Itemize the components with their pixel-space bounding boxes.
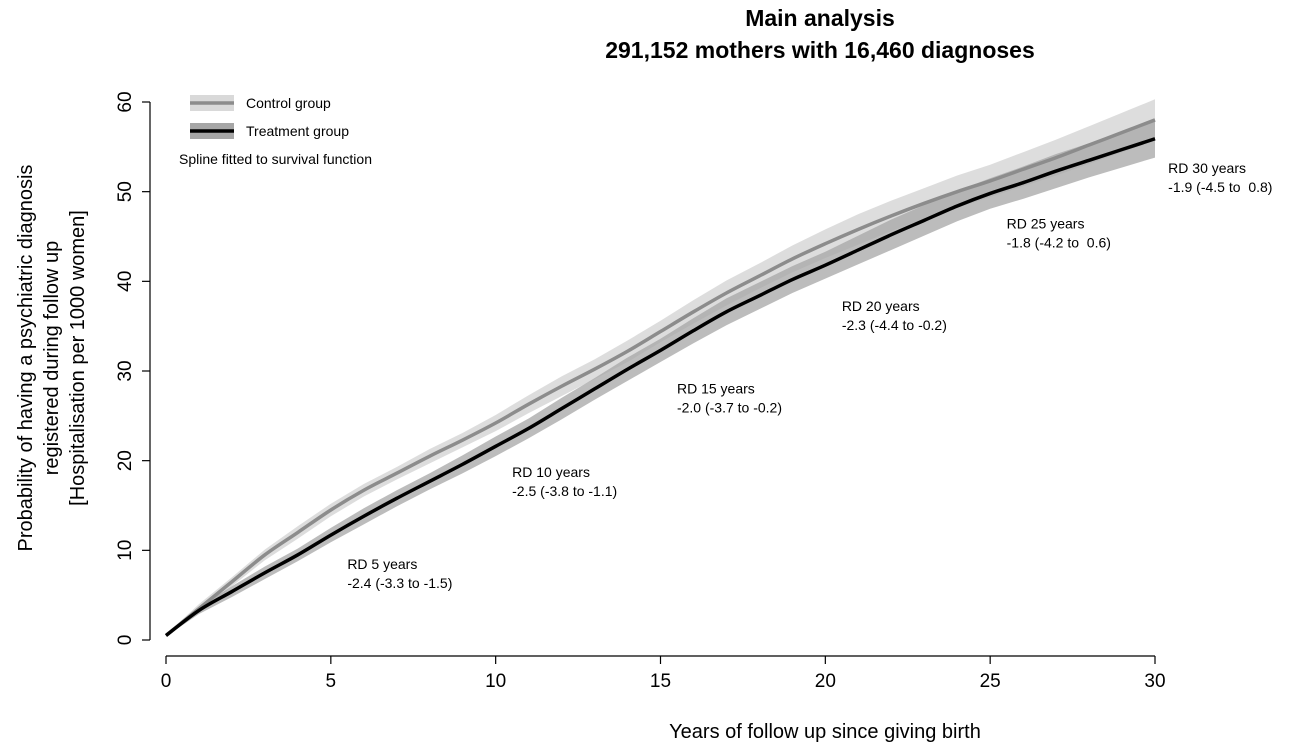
y-tick-label: 40 [115,271,136,292]
y-axis-label-line-3: [Hospitalisation per 1000 women] [67,210,89,506]
legend-label-treatment: Treatment group [246,123,349,139]
x-axis-label: Years of follow up since giving birth [669,721,981,743]
annotation-title: RD 25 years [1007,215,1085,231]
x-tick-label: 5 [326,671,337,692]
line-control [164,118,1156,637]
y-tick-label: 60 [115,91,136,112]
x-tick-label: 0 [161,671,172,692]
line-treatment [164,137,1156,637]
legend-label-control: Control group [246,95,331,111]
chart-title: Main analysis [745,5,895,31]
annotation-value: -2.5 (-3.8 to -1.1) [512,483,617,499]
y-tick-label: 10 [115,540,136,561]
y-axis-label-line-2: registered during follow up [41,241,63,476]
band-control [166,99,1155,637]
legend-note: Spline fitted to survival function [179,151,372,167]
annotation-value: -1.8 (-4.2 to 0.6) [1007,234,1111,250]
annotation-title: RD 30 years [1168,160,1246,176]
y-tick-label: 20 [115,450,136,471]
annotation-value: -2.4 (-3.3 to -1.5) [347,575,452,591]
y-tick-label: 30 [115,360,136,381]
chart-subtitle: 291,152 mothers with 16,460 diagnoses [605,37,1035,63]
y-axis-label-line-1: Probability of having a psychiatric diag… [15,165,37,552]
x-tick-label: 10 [485,671,506,692]
x-axis: 0 5 10 15 20 25 30 [161,655,1166,692]
annotation-title: RD 5 years [347,556,417,572]
annotation-title: RD 15 years [677,380,755,396]
series-lines [164,118,1156,637]
y-tick-label: 50 [115,181,136,202]
confidence-bands [166,99,1155,637]
annotation-title: RD 20 years [842,298,920,314]
y-axis: 0 10 20 30 40 50 60 [115,91,151,646]
annotation-value: -2.0 (-3.7 to -0.2) [677,399,782,415]
band-treatment [166,119,1155,637]
x-tick-label: 25 [980,671,1001,692]
x-tick-label: 15 [650,671,671,692]
y-axis-label: Probability of having a psychiatric diag… [15,165,89,552]
y-tick-label: 0 [115,635,136,646]
risk-difference-annotations: RD 5 years -2.4 (-3.3 to -1.5) RD 10 years… [347,160,1272,591]
x-tick-label: 20 [815,671,836,692]
annotation-value: -2.3 (-4.4 to -0.2) [842,317,947,333]
legend: Control group Treatment group Spline fit… [179,95,372,167]
x-tick-label: 30 [1144,671,1165,692]
annotation-title: RD 10 years [512,464,590,480]
annotation-value: -1.9 (-4.5 to 0.8) [1168,179,1272,195]
